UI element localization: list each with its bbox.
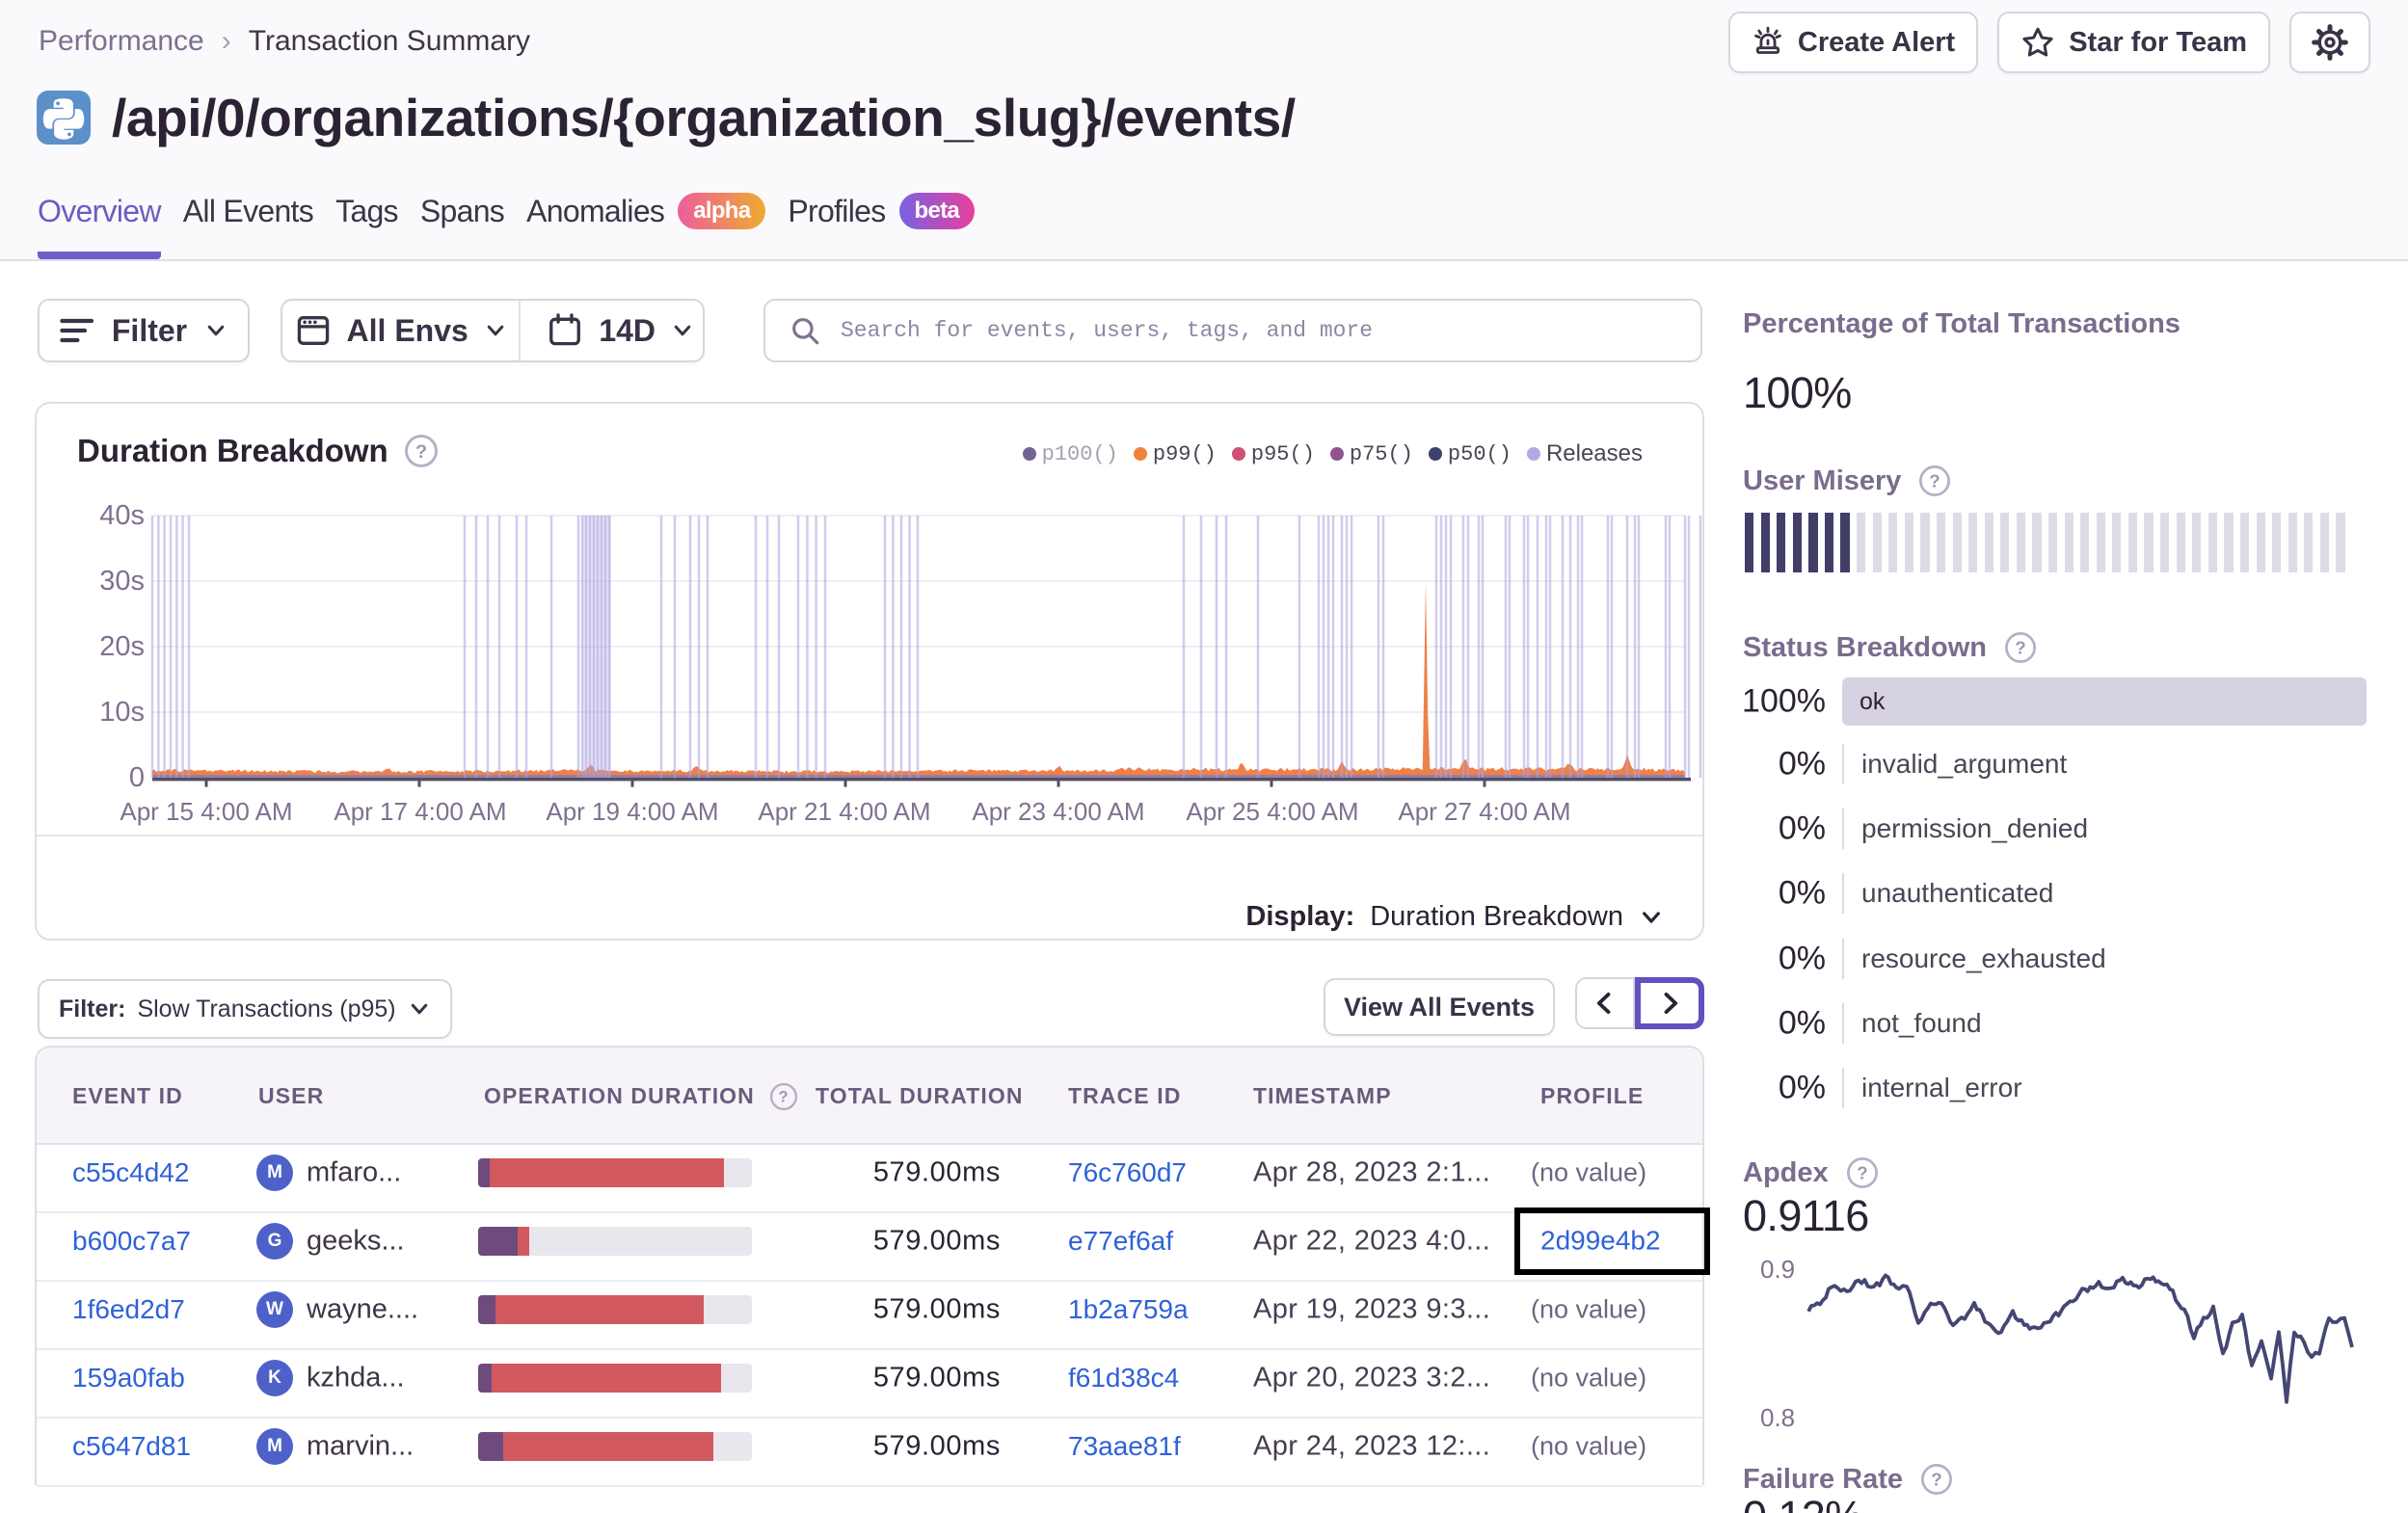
- svg-text:?: ?: [1857, 1162, 1867, 1182]
- svg-text:?: ?: [778, 1088, 789, 1105]
- svg-text:?: ?: [1931, 1469, 1941, 1489]
- svg-text:?: ?: [415, 441, 427, 463]
- svg-text:?: ?: [2015, 637, 2025, 657]
- svg-text:?: ?: [1930, 470, 1940, 491]
